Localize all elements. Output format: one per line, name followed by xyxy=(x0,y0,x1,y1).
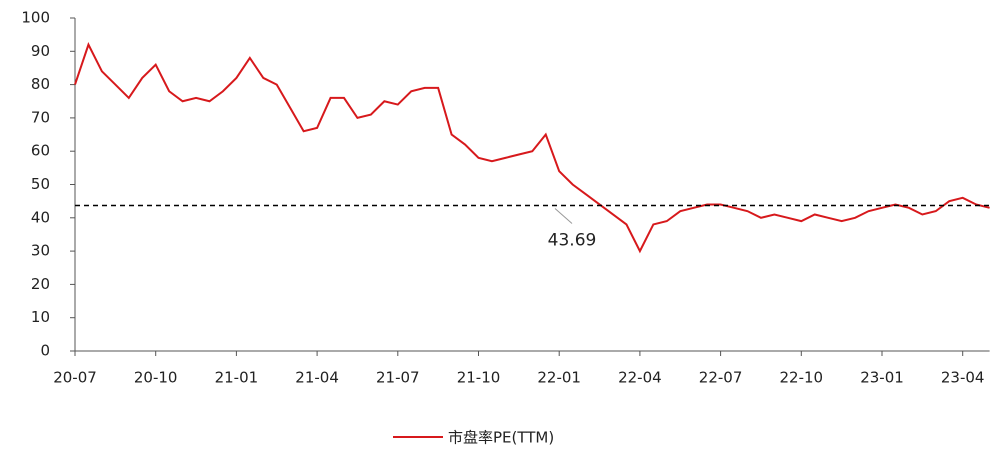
legend-label: 市盘率PE(TTM) xyxy=(448,429,554,447)
y-tick-label: 30 xyxy=(31,242,50,260)
y-tick-label: 90 xyxy=(31,42,50,60)
x-tick-label: 22-10 xyxy=(780,369,824,387)
y-tick-label: 0 xyxy=(40,342,50,360)
y-tick-label: 100 xyxy=(21,9,50,27)
mean-label: 43.69 xyxy=(548,231,597,251)
data-line xyxy=(74,42,990,254)
x-tick-label: 20-10 xyxy=(134,369,178,387)
x-tick-label: 23-01 xyxy=(860,369,904,387)
x-tick-label: 21-07 xyxy=(376,369,420,387)
x-tick-label: 20-07 xyxy=(53,369,97,387)
y-tick-label: 80 xyxy=(31,75,50,93)
x-tick-label: 22-04 xyxy=(618,369,662,387)
x-tick-label: 21-01 xyxy=(215,369,259,387)
y-tick-label: 20 xyxy=(31,275,50,293)
y-tick-label: 70 xyxy=(31,108,50,126)
y-tick-label: 50 xyxy=(31,175,50,193)
y-tick-label: 60 xyxy=(31,142,50,160)
x-tick-label: 22-01 xyxy=(537,369,581,387)
x-tick-label: 23-04 xyxy=(941,369,985,387)
y-tick-label: 40 xyxy=(31,208,50,226)
x-tick-label: 21-04 xyxy=(295,369,339,387)
x-tick-label: 21-10 xyxy=(457,369,501,387)
x-tick-label: 22-07 xyxy=(699,369,743,387)
callout xyxy=(554,208,573,224)
y-tick-label: 10 xyxy=(31,308,50,326)
